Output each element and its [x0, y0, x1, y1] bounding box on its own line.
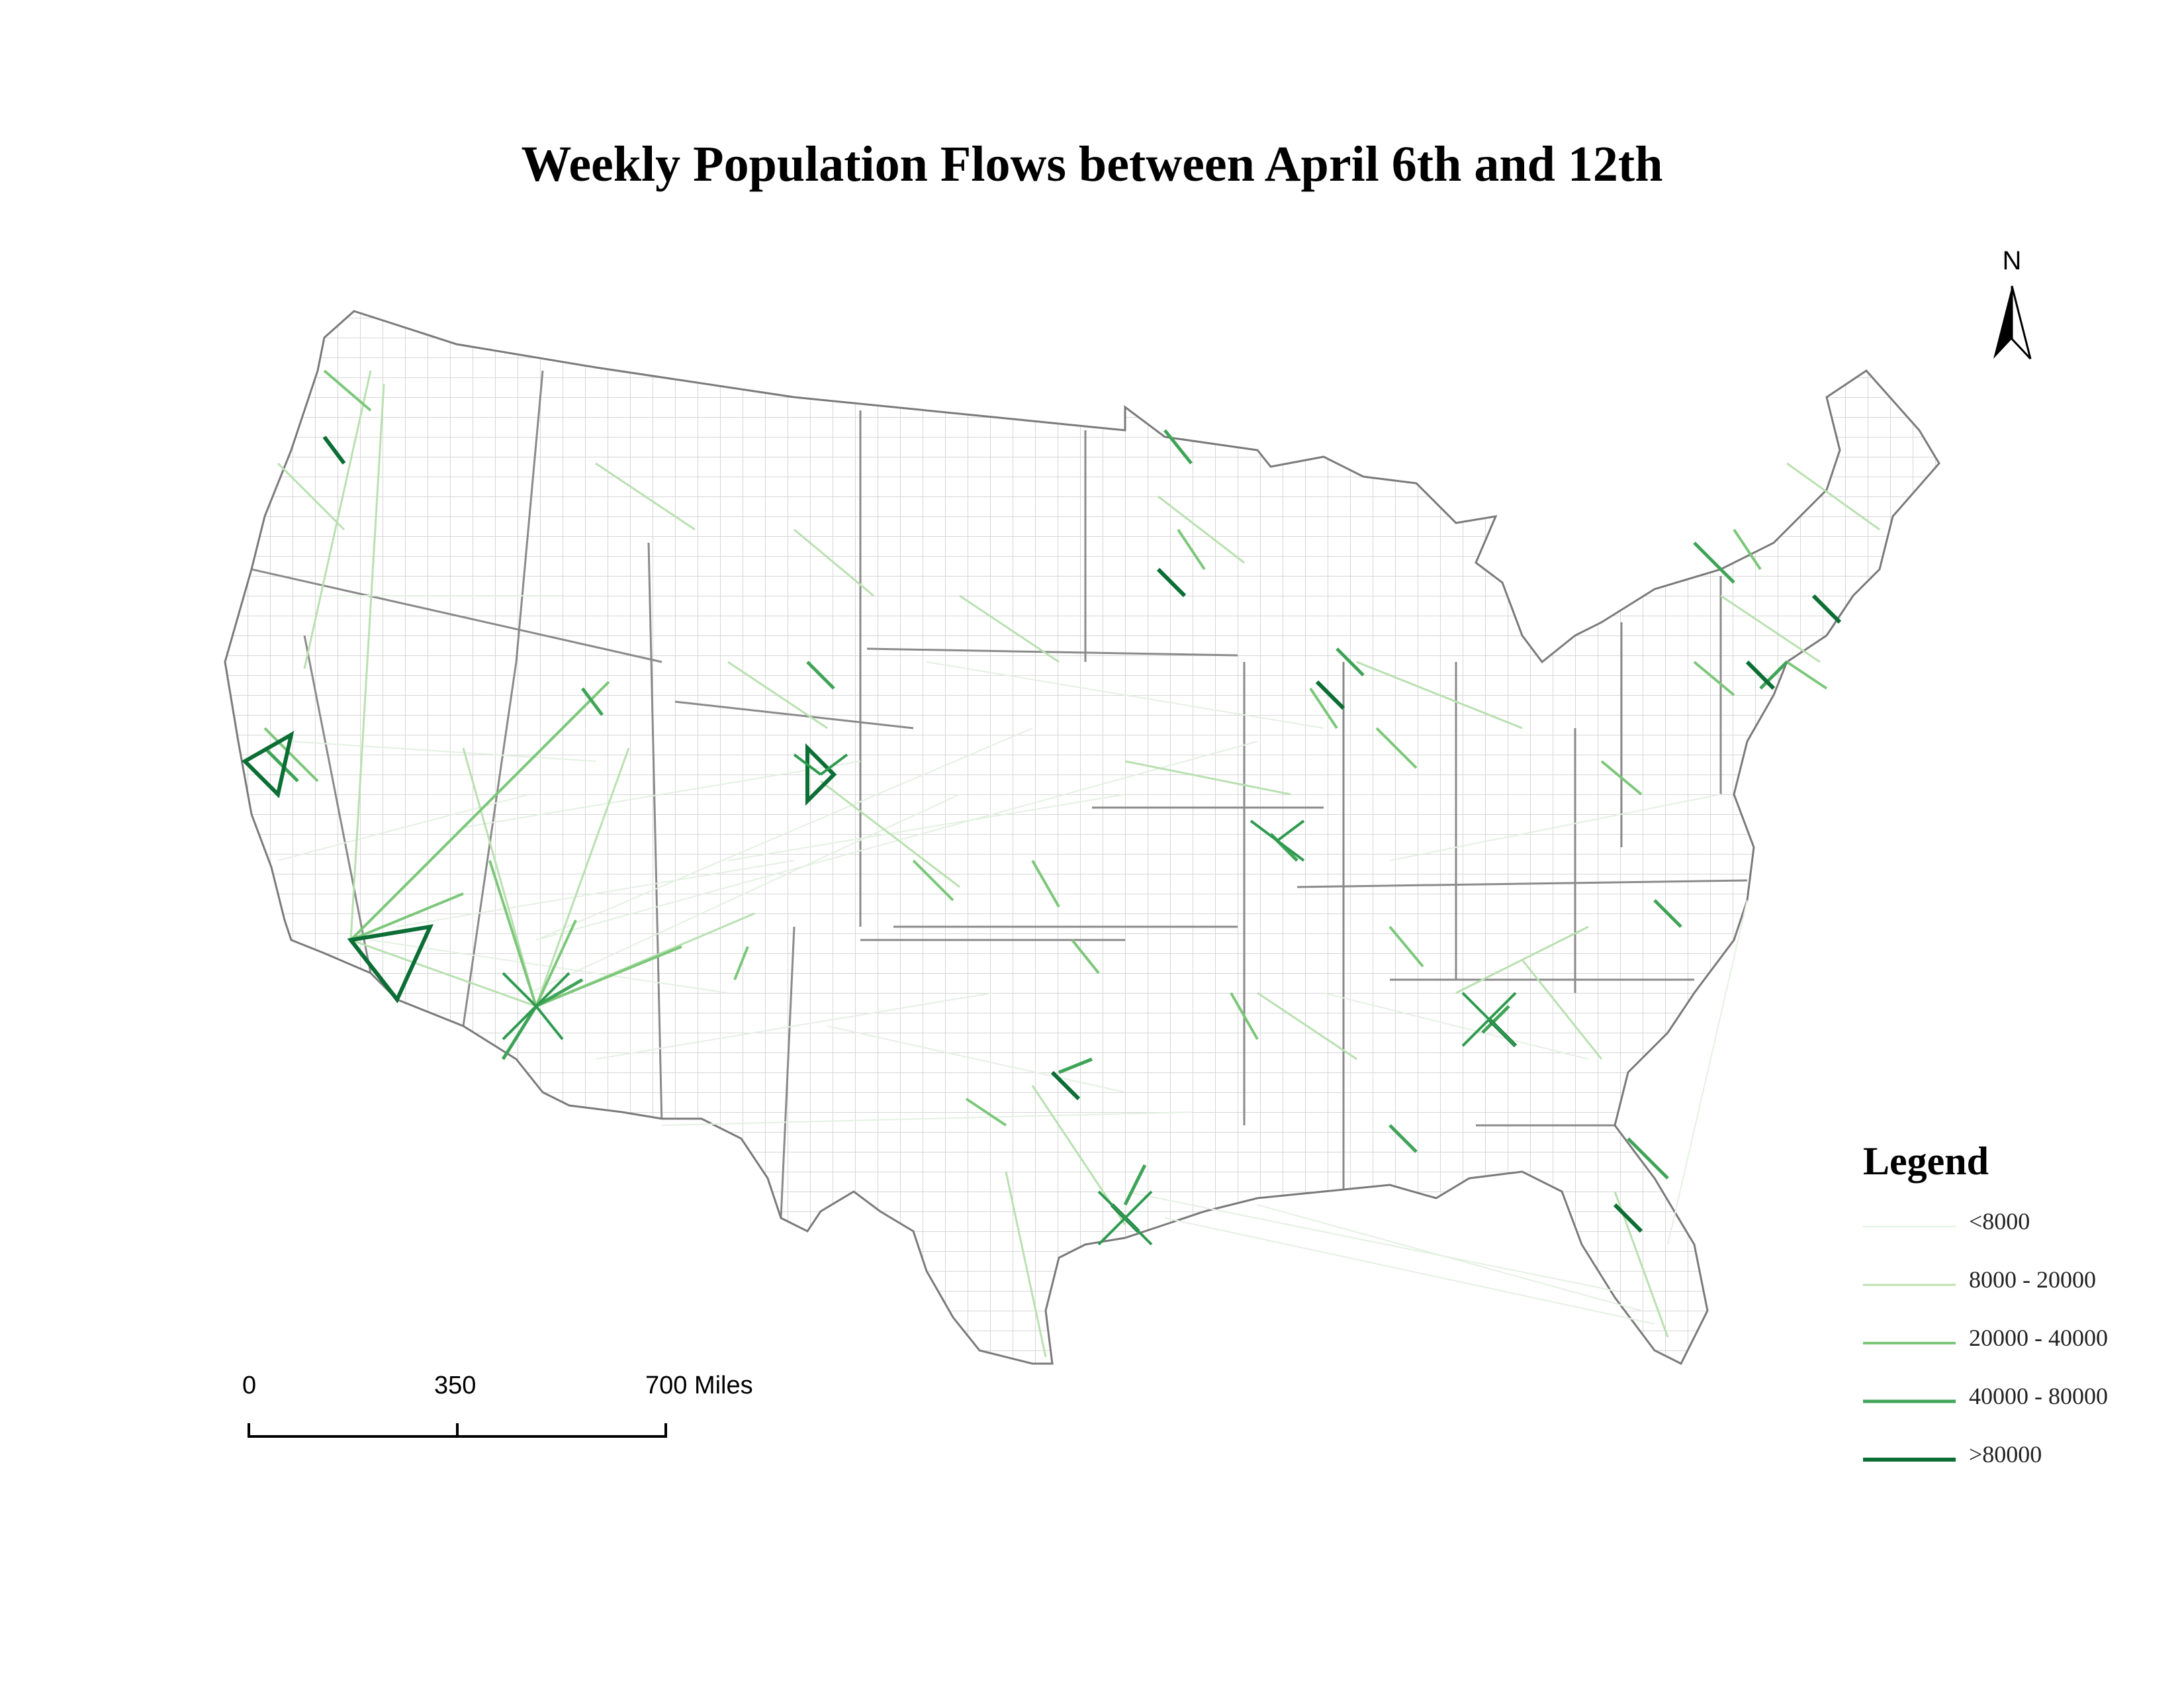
legend-swatch: [1863, 1399, 1956, 1403]
legend-swatch: [1863, 1342, 1956, 1344]
flows-8000-20000: [277, 370, 1880, 1358]
legend-title: Legend: [1863, 1139, 1989, 1183]
legend-item: 8000 - 20000: [1863, 1263, 2167, 1303]
us-outline: [224, 310, 1940, 1366]
scale-tick-350: 350: [434, 1372, 477, 1399]
flows-20000-40000: [263, 369, 1828, 1127]
scale-tick-0: 0: [242, 1372, 257, 1399]
flows-under-8000: [277, 595, 1748, 1325]
legend-item: <8000: [1863, 1205, 2167, 1244]
north-arrow-icon: [1993, 285, 2032, 360]
state-boundaries: [251, 370, 1748, 1219]
legend-item: >80000: [1863, 1438, 2167, 1477]
legend-label: 8000 - 20000: [1969, 1266, 2096, 1293]
legend-label: >80000: [1969, 1441, 2042, 1468]
legend: Legend <8000 8000 - 20000 20000 - 40000 …: [1863, 1139, 2167, 1496]
legend-swatch: [1863, 1226, 1956, 1227]
legend-item: 20000 - 40000: [1863, 1321, 2167, 1361]
legend-item: 40000 - 80000: [1863, 1380, 2167, 1419]
north-arrow-label: N: [2002, 246, 2022, 275]
map-title: Weekly Population Flows between April 6t…: [521, 136, 1663, 192]
scale-bar: [248, 1423, 667, 1438]
legend-label: 40000 - 80000: [1969, 1383, 2108, 1409]
legend-swatch: [1863, 1458, 1956, 1462]
legend-label: <8000: [1969, 1208, 2030, 1235]
legend-label: 20000 - 40000: [1969, 1325, 2108, 1351]
county-boundaries: [225, 311, 1939, 1364]
scale-tick-700: 700 Miles: [645, 1372, 753, 1399]
flows-over-80000: [242, 436, 1842, 1233]
legend-swatch: [1863, 1284, 1956, 1286]
flow-hubs: [502, 753, 1517, 1246]
